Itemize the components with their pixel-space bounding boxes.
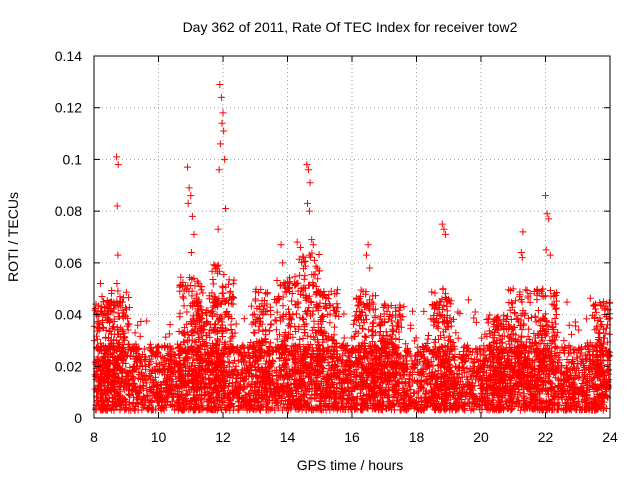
y-tick-label: 0.14 bbox=[55, 48, 82, 64]
roti-peak-point bbox=[364, 241, 372, 249]
y-tick-label: 0.06 bbox=[55, 255, 82, 271]
roti-peak-point bbox=[215, 166, 223, 174]
x-tick-label: 22 bbox=[538, 429, 554, 445]
roti-peak-point bbox=[187, 249, 195, 257]
y-axis-label: ROTI / TECUs bbox=[5, 192, 21, 282]
x-axis-label: GPS time / hours bbox=[297, 457, 404, 473]
roti-peak-point bbox=[519, 228, 527, 236]
x-tick-label: 14 bbox=[280, 429, 296, 445]
roti-peak-point bbox=[113, 280, 121, 288]
roti-peak-point bbox=[96, 280, 104, 288]
roti-peak-point bbox=[296, 243, 304, 251]
roti-peak-point bbox=[113, 202, 121, 210]
x-tick-label: 24 bbox=[602, 429, 618, 445]
roti-peak-point bbox=[542, 246, 550, 254]
axis-ticks: 8 10 12 14 16 18 20 22 24 0 0.02 0.04 0.06 0.08 0.1 0.1… bbox=[55, 48, 618, 445]
roti-peak-point bbox=[303, 199, 311, 207]
roti-peak-point bbox=[98, 292, 106, 300]
y-tick-label: 0 bbox=[74, 410, 82, 426]
x-tick-label: 8 bbox=[90, 429, 98, 445]
roti-peak-point bbox=[543, 210, 551, 218]
roti-peak-point bbox=[217, 93, 225, 101]
roti-peak-point bbox=[601, 303, 609, 311]
roti-peak-point bbox=[303, 161, 311, 169]
y-tick-label: 0.1 bbox=[63, 151, 83, 167]
roti-peak-point bbox=[279, 259, 287, 267]
roti-peak-point bbox=[218, 119, 226, 127]
roti-peak-point bbox=[184, 163, 192, 171]
roti-peak-point bbox=[222, 205, 230, 213]
roti-peak-point bbox=[305, 207, 313, 215]
plot-frame bbox=[93, 55, 611, 419]
roti-peak-point bbox=[518, 254, 526, 262]
roti-peak-point bbox=[99, 311, 107, 319]
roti-peak-point bbox=[304, 166, 312, 174]
roti-peak-point bbox=[219, 109, 227, 117]
roti-peak-point bbox=[439, 285, 447, 293]
x-tick-label: 10 bbox=[151, 429, 167, 445]
roti-peak-point bbox=[442, 230, 450, 238]
y-tick-label: 0.02 bbox=[55, 358, 82, 374]
roti-peak-point bbox=[114, 251, 122, 259]
roti-peak-point bbox=[366, 264, 374, 272]
y-tick-label: 0.08 bbox=[55, 203, 82, 219]
roti-peak-point bbox=[438, 220, 446, 228]
roti-peak-point bbox=[100, 298, 108, 306]
roti-peak-point bbox=[114, 161, 122, 169]
roti-peak-point bbox=[113, 153, 121, 161]
roti-peak-point bbox=[214, 225, 222, 233]
roti-peak-point bbox=[188, 212, 196, 220]
roti-peak-point bbox=[185, 184, 193, 192]
chart-title: Day 362 of 2011, Rate Of TEC Index for r… bbox=[183, 19, 518, 35]
roti-peak-point bbox=[293, 238, 301, 246]
x-tick-label: 12 bbox=[215, 429, 231, 445]
roti-peak-point bbox=[190, 230, 198, 238]
roti-peak-point bbox=[220, 127, 228, 135]
roti-peak-point bbox=[363, 251, 371, 259]
roti-peak-point bbox=[600, 298, 608, 306]
y-tick-label: 0.04 bbox=[55, 307, 82, 323]
roti-peak-point bbox=[184, 199, 192, 207]
x-tick-label: 20 bbox=[473, 429, 489, 445]
roti-peak-point bbox=[306, 179, 314, 187]
roti-peak-point bbox=[545, 215, 553, 223]
roti-peak-point bbox=[517, 249, 525, 257]
roti-peak-point bbox=[542, 192, 549, 200]
roti-peak-point bbox=[97, 303, 105, 311]
roti-peak-point bbox=[277, 241, 285, 249]
roti-peak-point bbox=[187, 192, 195, 200]
roti-peak-point bbox=[308, 236, 316, 244]
roti-peak-point bbox=[221, 155, 229, 163]
roti-peak-point bbox=[216, 140, 224, 148]
roti-peak-point bbox=[216, 80, 224, 88]
x-tick-label: 18 bbox=[409, 429, 425, 445]
roti-peak-point bbox=[309, 241, 317, 249]
y-tick-label: 0.12 bbox=[55, 100, 82, 116]
roti-peak-point bbox=[546, 251, 554, 259]
roti-point-cloud bbox=[90, 249, 614, 414]
data-points bbox=[90, 80, 614, 414]
roti-peak-point bbox=[440, 225, 448, 233]
roti-peak-point bbox=[300, 254, 308, 262]
x-tick-label: 16 bbox=[344, 429, 360, 445]
